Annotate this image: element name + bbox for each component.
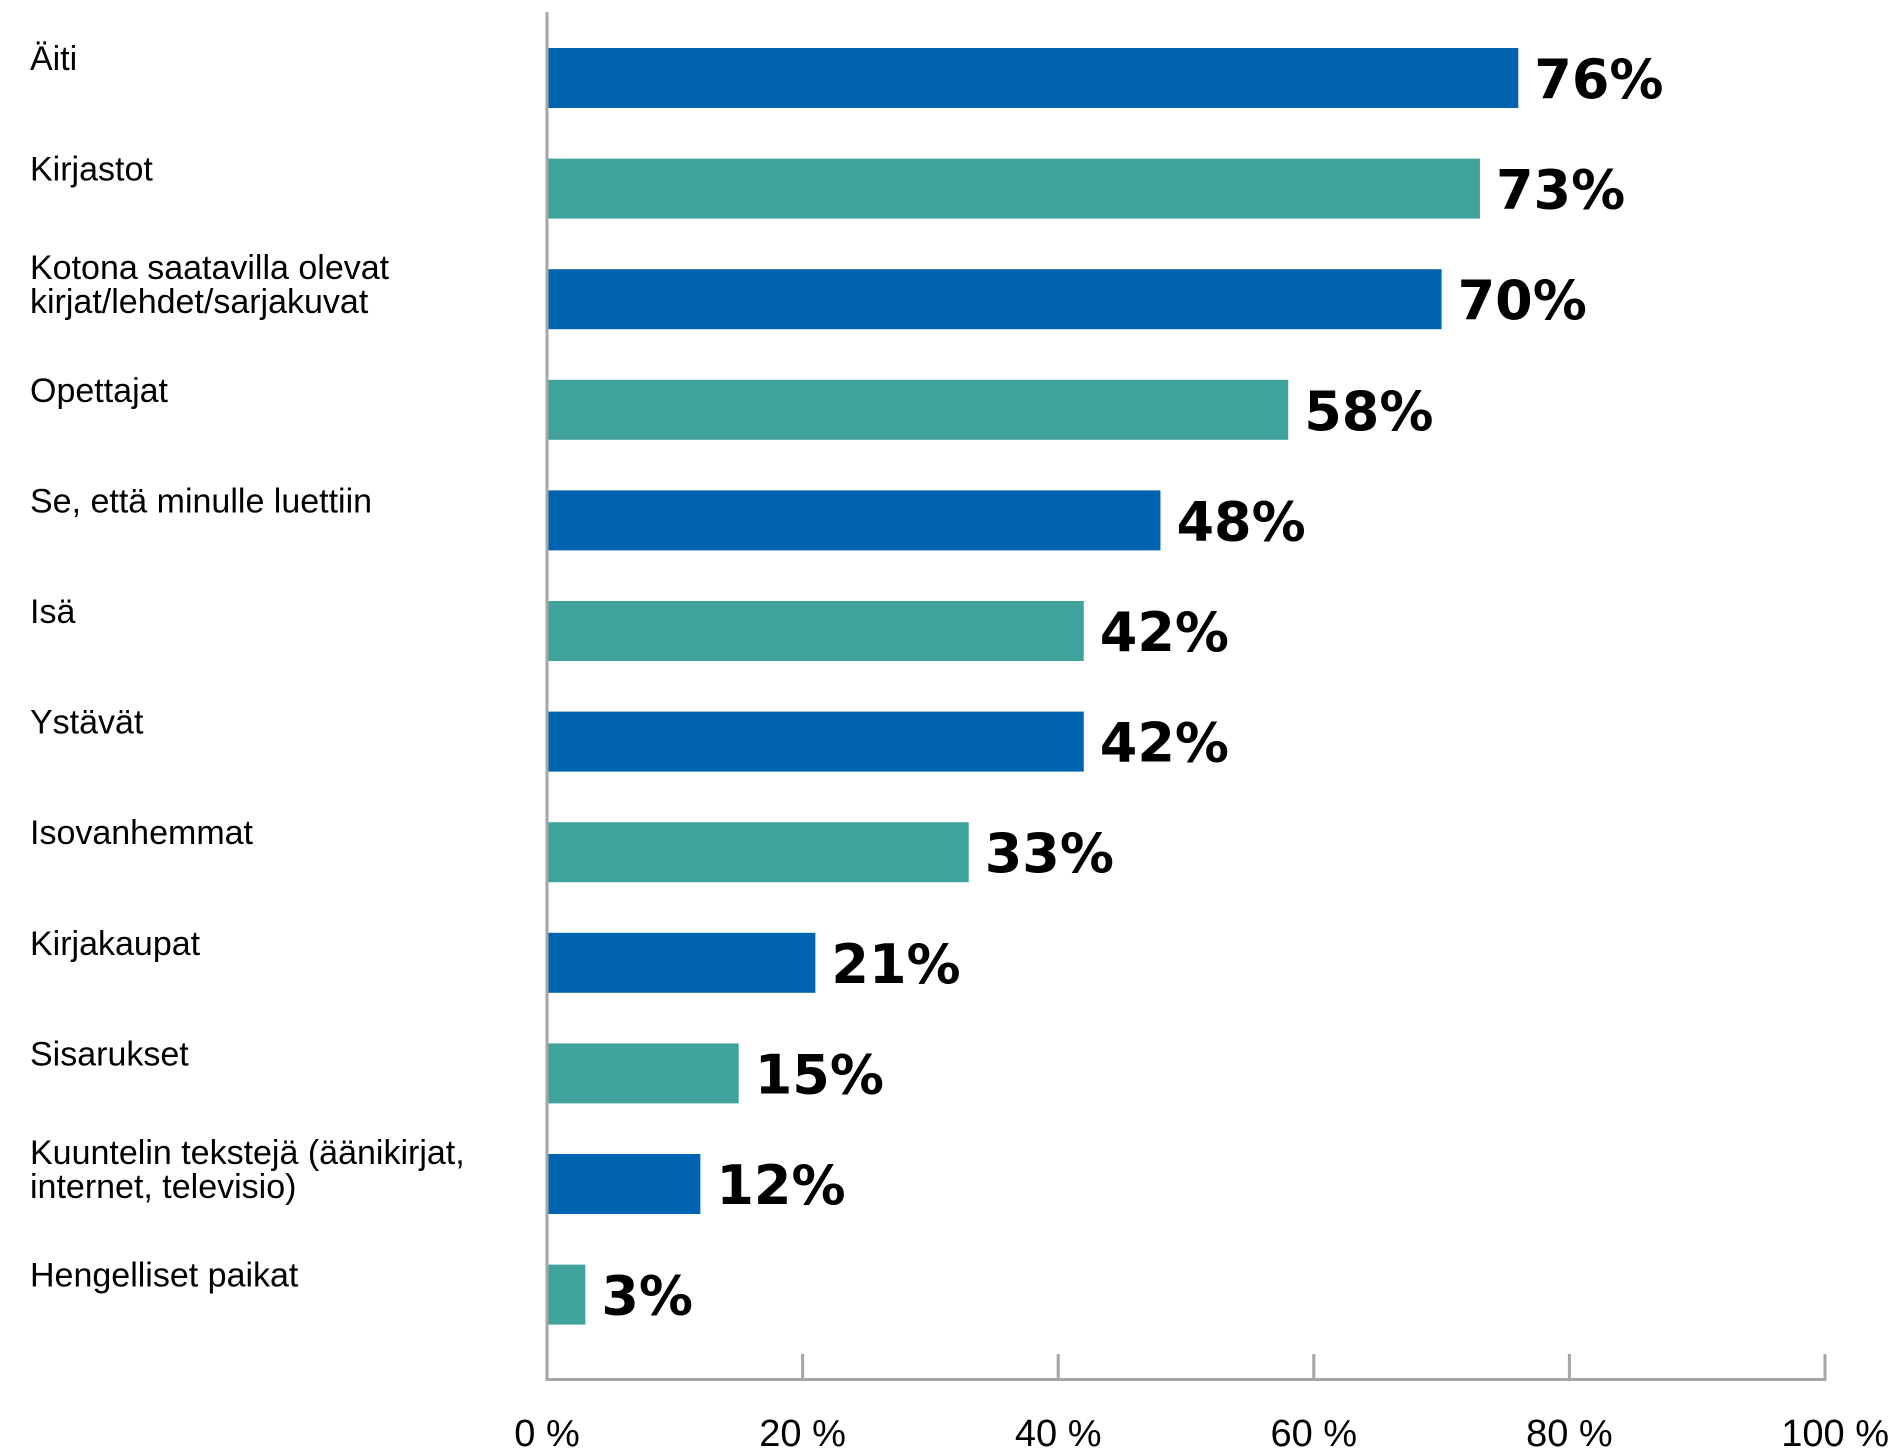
category-label-7: Isovanhemmat (30, 814, 254, 852)
bar-10 (547, 1154, 701, 1214)
value-label-9: 15% (755, 1043, 884, 1106)
category-label-4: Se, että minulle luettiin (30, 482, 372, 520)
bar-6 (547, 711, 1084, 772)
bar-7 (547, 822, 969, 883)
category-label-6: Ystävät (30, 704, 144, 742)
bar-9 (547, 1043, 739, 1104)
bar-0 (547, 48, 1519, 108)
x-tick-label-1: 20 % (759, 1413, 846, 1452)
x-tick-label-5: 100 % (1781, 1413, 1889, 1452)
category-labels: Äiti Kirjastot Kotona saatavilla olevat kir… (30, 40, 465, 1295)
bar-5 (547, 601, 1084, 661)
category-label-2: Kotona saatavilla olevat kirjat/lehdet/sa… (30, 249, 390, 321)
value-label-8: 21% (831, 933, 960, 996)
value-label-6: 42% (1100, 712, 1229, 775)
value-label-1: 73% (1496, 159, 1625, 222)
x-tick-label-0: 0 % (514, 1413, 579, 1452)
value-label-2: 70% (1458, 269, 1587, 332)
axes (545, 12, 1827, 1381)
category-label-11: Hengelliset paikat (30, 1257, 299, 1295)
bar-1 (547, 158, 1480, 219)
x-tick-label-3: 60 % (1270, 1413, 1357, 1452)
bar-8 (547, 932, 816, 993)
bar-4 (547, 490, 1161, 551)
value-label-0: 76% (1534, 48, 1663, 111)
value-label-4: 48% (1176, 490, 1305, 553)
category-label-3: Opettajat (30, 372, 169, 410)
category-label-10: Kuuntelin tekstejä (äänikirjat, internet,… (30, 1134, 465, 1206)
value-label-10: 12% (716, 1154, 845, 1217)
x-tick-labels: 0 % 20 % 40 % 60 % 80 % 100 % (514, 1413, 1889, 1452)
category-label-9: Sisarukset (30, 1035, 189, 1073)
x-tick-label-2: 40 % (1015, 1413, 1102, 1452)
bar-2 (547, 269, 1442, 330)
category-label-5: Isä (30, 593, 75, 631)
x-tick-label-4: 80 % (1526, 1413, 1613, 1452)
value-label-11: 3% (601, 1265, 693, 1328)
value-label-5: 42% (1100, 601, 1229, 664)
bars (547, 48, 1519, 1325)
category-label-8: Kirjakaupat (30, 925, 201, 963)
value-labels: 76% 73% 70% 58% 48% 42% 42% 33% 21% 15% 12% 3% (601, 48, 1663, 1328)
category-label-0: Äiti (30, 40, 77, 78)
value-label-3: 58% (1304, 380, 1433, 443)
value-label-7: 33% (985, 822, 1114, 885)
category-label-1: Kirjastot (30, 151, 153, 189)
bar-11 (547, 1264, 586, 1325)
bar-3 (547, 379, 1289, 440)
